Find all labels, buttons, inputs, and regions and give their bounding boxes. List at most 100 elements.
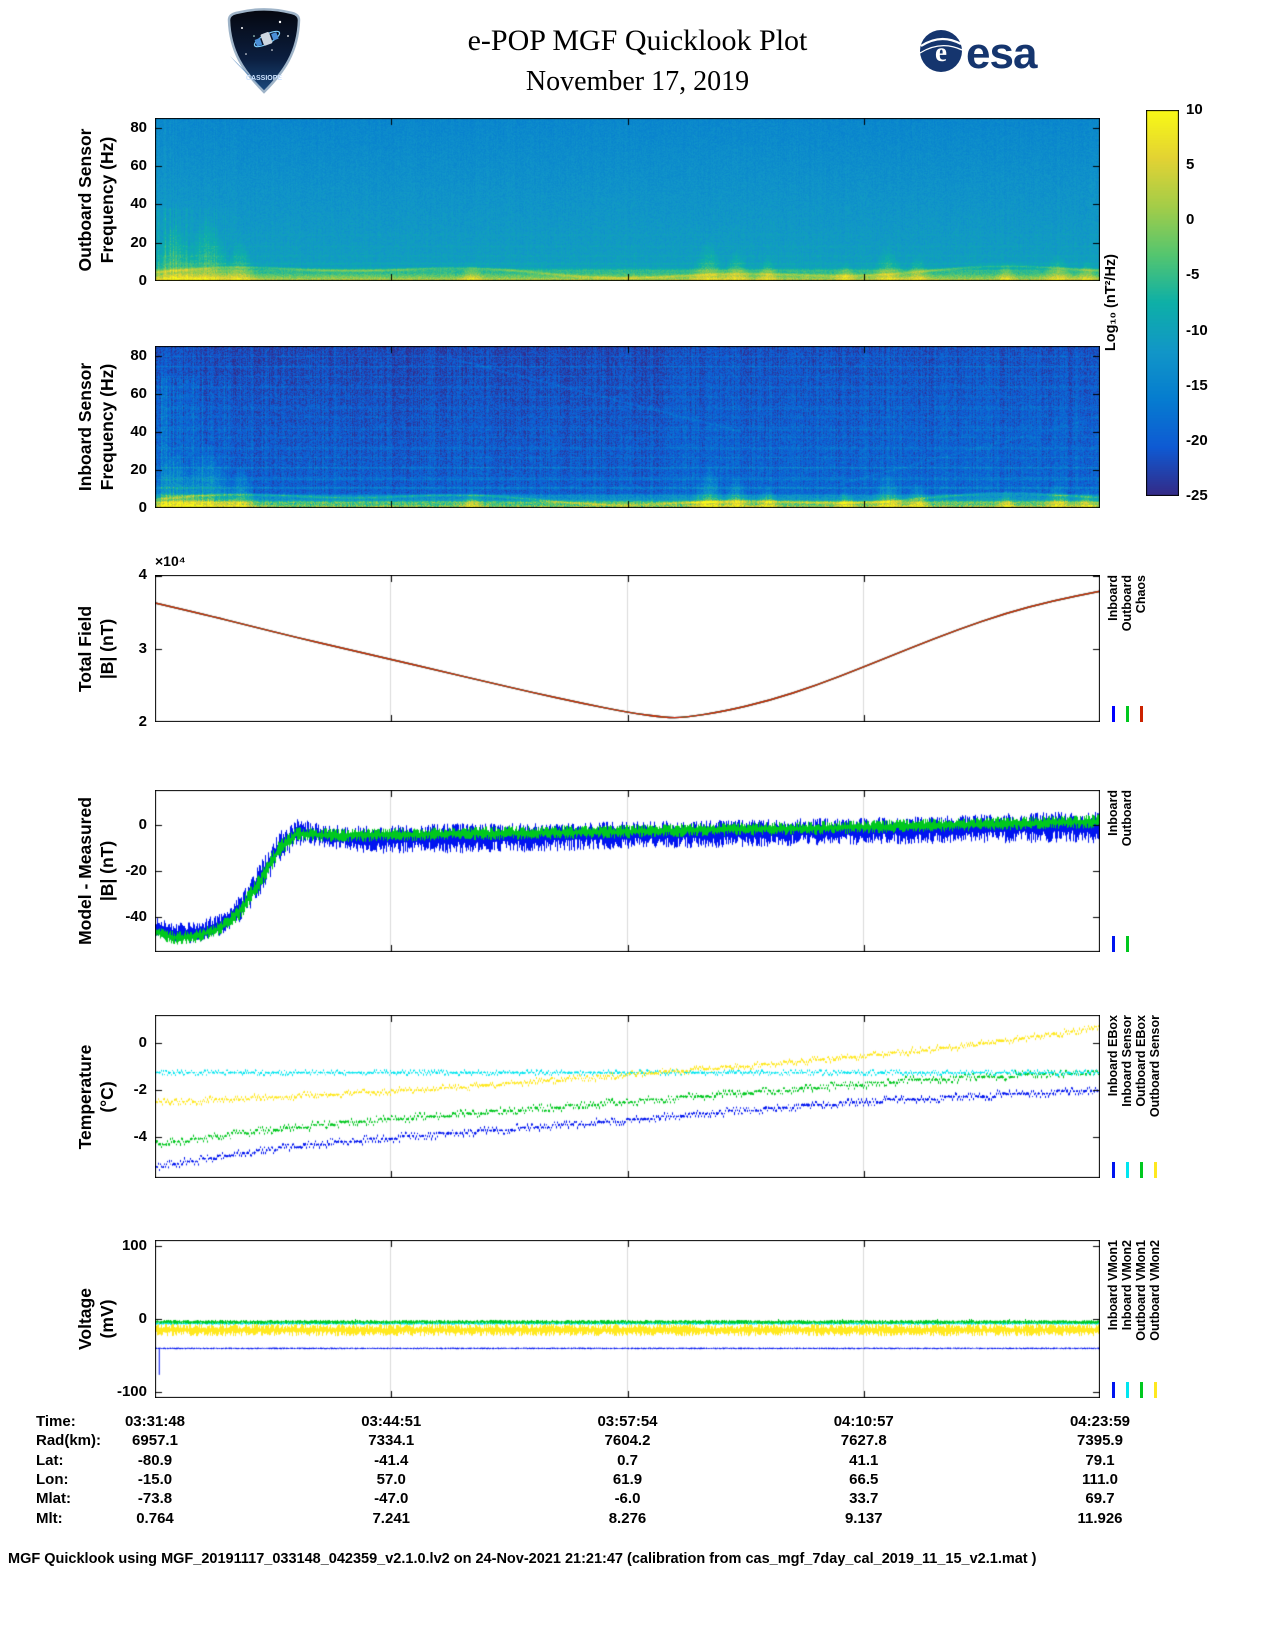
y-tick-label: 4 [138,566,147,583]
ephemeris-cell: 9.137 [844,1509,883,1527]
temperature-canvas [155,1015,1100,1178]
figure-title: e-POP MGF Quicklook Plot [467,24,808,57]
y-tick-label: -2 [133,1081,147,1099]
ephemeris-cell: 03:31:48 [124,1413,186,1430]
colorbar-label-wrap: Log₁₀ (nT²/Hz) [1100,110,1122,496]
legend-label: Inboard VMon2 [1120,1240,1134,1331]
legend-marker [1125,936,1129,952]
y-tick-label: -40 [125,908,147,926]
ephemeris-cell: -15.0 [137,1470,173,1488]
y-tick-label: 60 [130,156,147,174]
ephemeris-cell: 69.7 [1085,1490,1115,1508]
colorbar-tick-label: 10 [1186,101,1203,118]
ephemeris-cell: -47.0 [374,1490,409,1508]
legend-label: Inboard EBox [1106,1015,1120,1097]
legend-marker [1139,706,1143,722]
legend-temperature: Inboard EBox Inboard Sensor Outboard EBox O… [1106,1015,1162,1178]
legend-entry: Outboard [1120,790,1134,952]
ephemeris-cell: 33.7 [849,1490,879,1508]
legend-entry: Outboard [1120,575,1134,722]
colorbar-tick-label: 0 [1186,211,1195,229]
ephemeris-row-label: Mlat: [36,1490,71,1508]
total-field-ylabel: Total Field |B| (nT) [75,605,117,692]
colorbar-tick-label: -10 [1186,321,1208,339]
y-tick-label: 3 [138,639,147,657]
colorbar-tick-label: -15 [1186,376,1208,394]
y-tick-label: 0 [138,1034,147,1052]
y-tick-label: 80 [130,346,147,364]
y-tick-label: 20 [130,460,147,478]
colorbar-tick-label: -20 [1186,431,1208,449]
legend-label: Inboard [1106,790,1120,836]
y-tick-label: 0 [138,1310,147,1327]
mission-patch-graphic: CASSIOPE [227,8,301,94]
ephemeris-cell: 0.7 [617,1451,638,1469]
ephemeris-cell: 57.0 [376,1470,406,1488]
voltage-ylabel: Voltage (mV) [75,1288,117,1350]
ephemeris-cell: 7604.2 [604,1432,651,1450]
legend-total-field: Inboard Outboard Chaos [1106,575,1148,722]
ephemeris-cell: 03:57:54 [597,1413,658,1430]
y-tick-label: 80 [130,118,147,136]
total-field-canvas [155,575,1100,722]
ephemeris-cell: 61.9 [612,1470,643,1488]
legend-entry: Inboard [1106,575,1120,722]
legend-entry: Chaos [1134,575,1148,722]
ephemeris-row-label: Lon: [36,1470,69,1488]
outboard-spectrogram-canvas [155,118,1100,281]
legend-marker [1111,1382,1115,1398]
y-tick-label: 40 [130,195,147,213]
legend-label: Inboard [1106,575,1120,621]
colorbar-label: Log₁₀ (nT²/Hz) [1103,254,1119,352]
esa-emblem: e [919,30,963,72]
ephemeris-cell: 66.5 [849,1470,879,1488]
ephemeris-cell: 04:10:57 [833,1413,894,1430]
axis-exponent-label: ×10⁴ [155,553,186,569]
inboard-spectrogram-canvas [155,346,1100,508]
y-tick-label: -4 [133,1127,147,1145]
legend-entry: Outboard Sensor [1148,1015,1162,1178]
ephemeris-row-label: Lat: [36,1451,64,1469]
legend-entry: Inboard Sensor [1120,1015,1134,1178]
legend-marker [1153,1162,1157,1178]
esa-emblem-e: e [935,37,947,67]
y-tick-label: 0 [138,272,147,289]
figure-date: November 17, 2019 [525,66,750,97]
y-tick-label: 20 [130,233,147,251]
legend-label: Inboard Sensor [1120,1015,1134,1107]
legend-marker [1111,706,1115,722]
ephemeris-cell: -73.8 [137,1490,173,1508]
esa-wordmark: esa [966,29,1038,78]
legend-marker [1125,1382,1129,1398]
legend-label: Outboard [1120,790,1134,847]
legend-marker [1153,1382,1157,1398]
legend-entry: Inboard VMon1 [1106,1240,1120,1398]
ephemeris-row-label: Time: [36,1413,76,1430]
legend-entry: Inboard [1106,790,1120,952]
legend-label: Outboard VMon2 [1148,1240,1162,1341]
ephemeris-cell: 41.1 [849,1451,879,1469]
temperature-ylabel: Temperature (°C) [75,1044,117,1149]
ephemeris-cell: 03:44:51 [361,1413,422,1430]
esa-logo: e esa [916,24,1039,83]
legend-label: Outboard VMon1 [1134,1240,1148,1341]
colorbar-tick-label: 5 [1186,156,1195,174]
legend-marker [1125,1162,1129,1178]
ephemeris-cell: -6.0 [614,1490,641,1508]
ephemeris-cell: 7334.1 [368,1432,415,1450]
y-tick-label: -100 [116,1383,147,1401]
legend-label: Outboard EBox [1134,1015,1148,1107]
ephemeris-row-label: Mlt: [36,1509,63,1527]
ephemeris-cell: 11.926 [1077,1509,1123,1527]
voltage-canvas [155,1240,1100,1398]
legend-marker [1111,1162,1115,1178]
colorbar-canvas [1146,110,1179,496]
y-tick-label: 60 [130,384,147,402]
ephemeris-cell: 111.0 [1082,1470,1118,1488]
legend-label: Inboard VMon1 [1106,1240,1120,1331]
ephemeris-cell: 7627.8 [840,1432,887,1450]
legend-entry: Inboard EBox [1106,1015,1120,1178]
y-tick-label: 100 [121,1236,147,1254]
legend-entry: Outboard VMon2 [1148,1240,1162,1398]
legend-marker [1111,936,1115,952]
